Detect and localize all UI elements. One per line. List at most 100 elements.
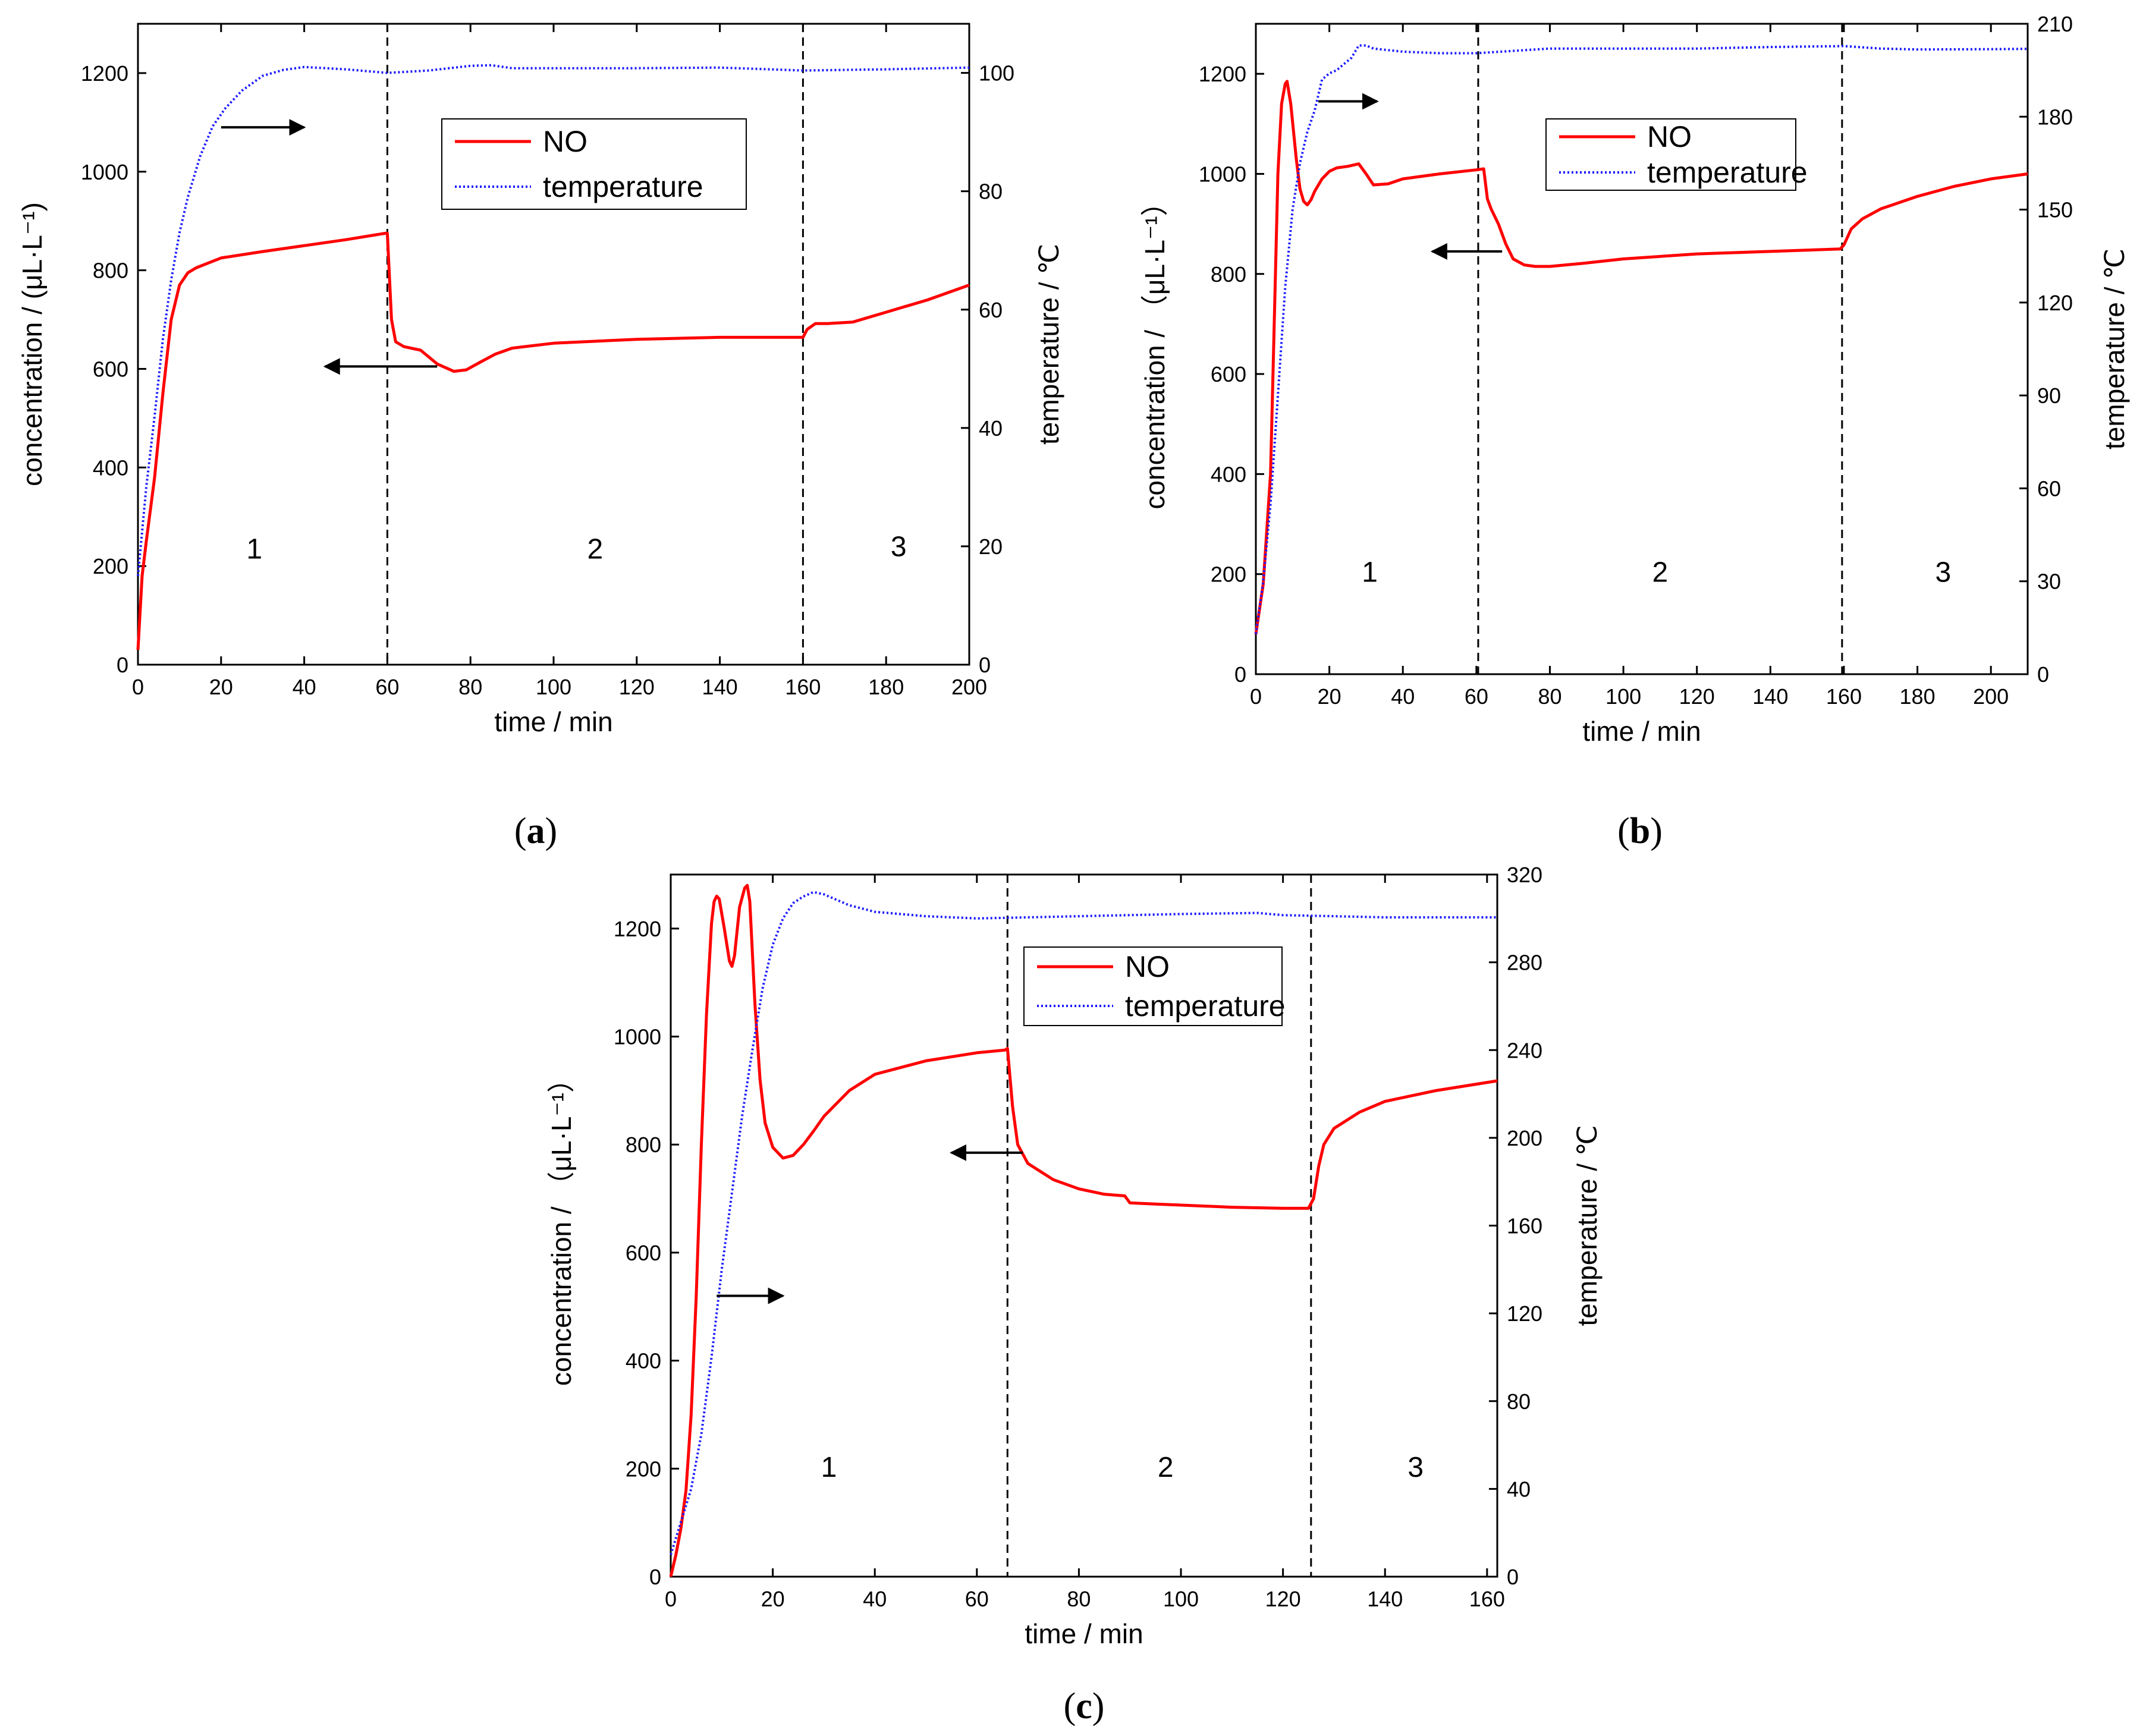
x-tick-label: 0 bbox=[1250, 684, 1262, 709]
x-tick-label: 200 bbox=[951, 675, 987, 699]
x-tick-label: 20 bbox=[1318, 684, 1341, 709]
y-tick-label: 400 bbox=[626, 1349, 661, 1373]
x-tick-label: 40 bbox=[293, 675, 316, 699]
x-tick-label: 120 bbox=[1679, 684, 1715, 709]
no-series-line bbox=[669, 883, 1498, 1577]
x-tick-label: 60 bbox=[1465, 684, 1488, 709]
y-tick-label: 600 bbox=[93, 357, 128, 381]
panel-caption: (c) bbox=[1064, 1686, 1105, 1726]
x-tick-label: 80 bbox=[458, 675, 482, 699]
x-tick-label: 60 bbox=[965, 1587, 989, 1611]
x-tick-label: 20 bbox=[761, 1587, 785, 1611]
legend-box bbox=[441, 118, 747, 210]
x-tick-label: 60 bbox=[375, 675, 399, 699]
y2-tick-label: 180 bbox=[2037, 105, 2073, 129]
legend-box bbox=[1023, 946, 1283, 1026]
y2-tick-label: 240 bbox=[1507, 1038, 1542, 1062]
caption-open: ( bbox=[1064, 1686, 1076, 1726]
legend-temperature-label: temperature bbox=[1647, 156, 1808, 189]
legend-no-label: NO bbox=[1647, 120, 1692, 153]
y2-axis-label: temperature / ℃ bbox=[1033, 244, 1064, 445]
y2-tick-label: 150 bbox=[2037, 198, 2073, 222]
plot-frame bbox=[1255, 23, 2029, 675]
y-tick-label: 1000 bbox=[614, 1025, 661, 1049]
y-tick-label: 600 bbox=[626, 1241, 661, 1265]
y-tick-label: 1000 bbox=[1199, 162, 1246, 186]
x-axis-label: time / min bbox=[1582, 716, 1701, 747]
y-tick-label: 1000 bbox=[81, 160, 128, 184]
caption-close: ) bbox=[545, 811, 558, 851]
y2-tick-label: 0 bbox=[1507, 1565, 1519, 1589]
caption-letter: c bbox=[1076, 1686, 1092, 1726]
stage-label: 3 bbox=[1407, 1452, 1424, 1483]
x-tick-label: 0 bbox=[665, 1587, 677, 1611]
x-tick-label: 40 bbox=[1391, 684, 1415, 709]
x-tick-label: 100 bbox=[1163, 1587, 1199, 1611]
y-tick-label: 200 bbox=[93, 554, 128, 578]
caption-open: ( bbox=[514, 811, 527, 851]
y2-axis-label: temperature / ℃ bbox=[1572, 1125, 1603, 1326]
y2-tick-label: 40 bbox=[1507, 1477, 1531, 1501]
caption-letter: a bbox=[527, 811, 545, 851]
legend-no-label: NO bbox=[543, 125, 587, 158]
y2-tick-label: 20 bbox=[979, 534, 1003, 559]
y2-tick-label: 90 bbox=[2037, 383, 2061, 408]
caption-close: ) bbox=[1092, 1686, 1105, 1726]
x-tick-label: 100 bbox=[536, 675, 571, 699]
y2-tick-label: 60 bbox=[2037, 476, 2061, 501]
x-tick-label: 100 bbox=[1605, 684, 1641, 709]
y2-tick-label: 200 bbox=[1507, 1126, 1542, 1150]
y-tick-label: 1200 bbox=[1199, 62, 1246, 86]
x-tick-label: 40 bbox=[863, 1587, 887, 1611]
x-tick-label: 180 bbox=[868, 675, 904, 699]
y-tick-label: 1200 bbox=[614, 917, 661, 941]
panel-caption: (b) bbox=[1617, 811, 1663, 851]
stage-label: 2 bbox=[587, 534, 604, 565]
y2-tick-label: 80 bbox=[979, 180, 1003, 204]
y-tick-label: 200 bbox=[1211, 562, 1246, 587]
legend-no-label: NO bbox=[1125, 950, 1170, 983]
y-tick-label: 0 bbox=[649, 1565, 661, 1589]
y2-axis-label: temperature / ℃ bbox=[2099, 249, 2130, 449]
temperature-series-line bbox=[1255, 44, 2028, 634]
y2-tick-label: 320 bbox=[1507, 863, 1542, 887]
y2-tick-label: 0 bbox=[2037, 662, 2049, 687]
y-tick-label: 0 bbox=[1234, 662, 1246, 687]
caption-close: ) bbox=[1650, 811, 1663, 851]
x-tick-label: 200 bbox=[1973, 684, 2009, 709]
y2-tick-label: 120 bbox=[1507, 1301, 1542, 1326]
x-tick-label: 140 bbox=[702, 675, 738, 699]
stage-label: 2 bbox=[1652, 556, 1669, 588]
y-tick-label: 800 bbox=[626, 1133, 661, 1157]
y-tick-label: 1200 bbox=[81, 61, 128, 86]
legend: NO temperature bbox=[1023, 946, 1286, 1026]
no-series-line bbox=[1254, 80, 2028, 635]
y2-tick-label: 40 bbox=[979, 416, 1003, 441]
legend-temperature-label: temperature bbox=[1125, 989, 1286, 1023]
stage-label: 1 bbox=[1362, 556, 1378, 588]
stage-label: 3 bbox=[891, 532, 907, 563]
y-tick-label: 200 bbox=[626, 1457, 661, 1481]
temperature-series-line bbox=[137, 64, 970, 576]
y2-tick-label: 60 bbox=[979, 298, 1003, 322]
x-tick-label: 80 bbox=[1067, 1587, 1091, 1611]
chart-panel-b: 0 20 40 60 80 100 120 140 160 180 2000200400600800… bbox=[1139, 12, 2130, 851]
y-tick-label: 0 bbox=[117, 653, 128, 677]
panel-caption: (a) bbox=[514, 811, 557, 851]
x-tick-label: 120 bbox=[619, 675, 655, 699]
x-tick-label: 0 bbox=[132, 675, 144, 699]
x-tick-label: 140 bbox=[1752, 684, 1788, 709]
y-tick-label: 800 bbox=[1211, 262, 1246, 287]
y2-tick-label: 120 bbox=[2037, 291, 2073, 315]
x-tick-label: 120 bbox=[1265, 1587, 1301, 1611]
y2-tick-label: 80 bbox=[1507, 1389, 1531, 1414]
y2-tick-label: 0 bbox=[979, 653, 991, 677]
y-tick-label: 600 bbox=[1211, 362, 1246, 386]
no-series-line bbox=[136, 231, 970, 650]
y-tick-label: 400 bbox=[93, 455, 128, 480]
y2-tick-label: 100 bbox=[979, 61, 1014, 86]
y-axis-label: concentration / （μL·L⁻¹） bbox=[1139, 188, 1170, 509]
